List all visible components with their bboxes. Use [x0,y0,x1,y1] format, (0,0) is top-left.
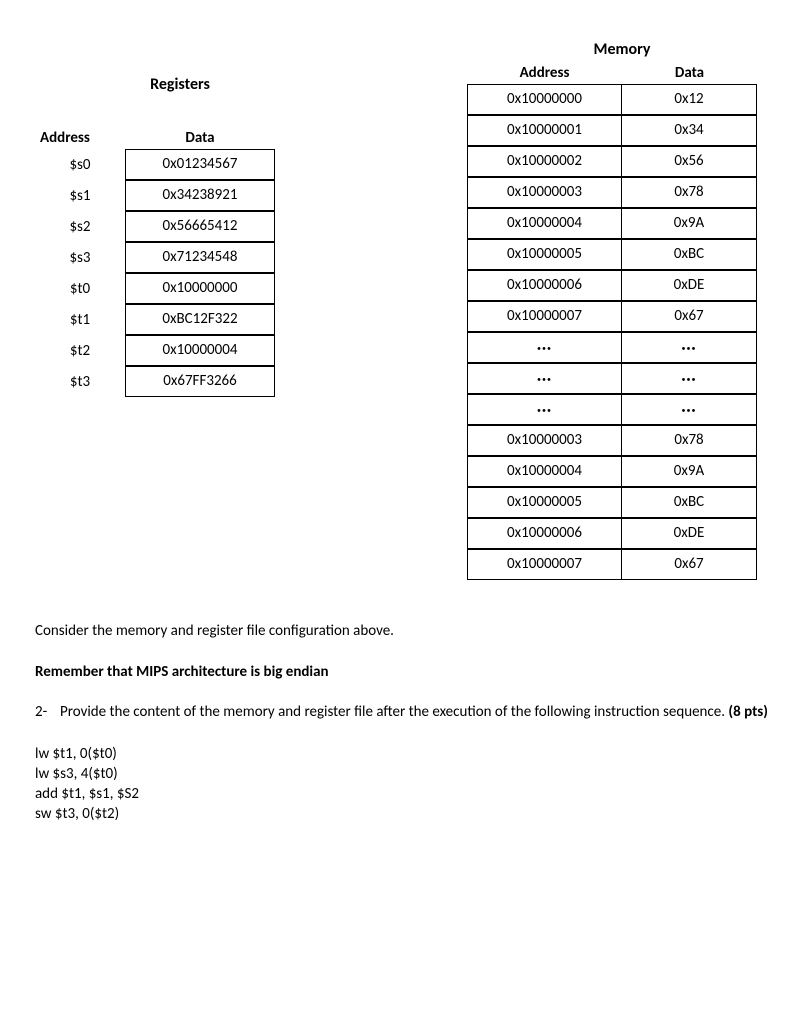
memory-data: 0x56 [622,146,757,177]
memory-address: 0x10000005 [467,487,622,518]
register-data: 0x10000000 [125,273,275,304]
endian-note: Remember that MIPS architecture is big e… [35,661,777,684]
register-data: 0x56665412 [125,211,275,242]
memory-address: 0x10000003 [467,177,622,208]
memory-row: 0x100000060xDE [467,518,777,549]
reg-header-address: Address [35,129,125,147]
memory-row: •••••• [467,394,777,425]
memory-row: 0x100000030x78 [467,177,777,208]
memory-address: 0x10000007 [467,301,622,332]
register-data: 0x01234567 [125,149,275,180]
reg-header-data: Data [125,129,275,147]
memory-row: 0x100000030x78 [467,425,777,456]
question-points: (8 pts) [728,703,768,721]
memory-address: 0x10000005 [467,239,622,270]
question-content: Provide the content of the memory and re… [60,701,777,724]
register-row: $s10x34238921 [35,180,295,211]
code-line: lw $t1, 0($t0) [35,744,777,764]
memory-data: 0x34 [622,115,757,146]
register-row: $s30x71234548 [35,242,295,273]
register-address: $s0 [35,156,125,174]
memory-data: 0xBC [622,487,757,518]
register-address: $s1 [35,187,125,205]
question-text: Provide the content of the memory and re… [60,703,728,721]
register-address: $t2 [35,342,125,360]
memory-data: 0x9A [622,208,757,239]
memory-data: 0x9A [622,456,757,487]
register-data: 0x10000004 [125,335,275,366]
code-block: lw $t1, 0($t0)lw $s3, 4($t0)add $t1, $s1… [35,744,777,825]
memory-address: ••• [467,394,622,425]
memory-data: ••• [622,394,757,425]
register-row: $t30x67FF3266 [35,366,295,397]
register-data: 0xBC12F322 [125,304,275,335]
memory-row: 0x100000050xBC [467,239,777,270]
memory-address: 0x10000004 [467,456,622,487]
memory-row: 0x100000070x67 [467,301,777,332]
register-data: 0x34238921 [125,180,275,211]
memory-table: 0x100000000x120x100000010x340x100000020x… [467,84,777,580]
code-line: sw $t3, 0($t2) [35,804,777,824]
memory-data: 0x67 [622,301,757,332]
memory-address: 0x10000006 [467,270,622,301]
memory-row: •••••• [467,363,777,394]
memory-row: 0x100000020x56 [467,146,777,177]
register-address: $t3 [35,373,125,391]
register-row: $s00x01234567 [35,149,295,180]
registers-table: $s00x01234567$s10x34238921$s20x56665412$… [35,149,295,397]
memory-row: •••••• [467,332,777,363]
memory-address: ••• [467,332,622,363]
memory-data: 0x78 [622,425,757,456]
memory-data: 0xBC [622,239,757,270]
memory-data: ••• [622,363,757,394]
memory-data: 0xDE [622,270,757,301]
memory-row: 0x100000010x34 [467,115,777,146]
code-line: lw $s3, 4($t0) [35,764,777,784]
registers-block: Registers Address Data $s00x01234567$s10… [35,75,295,397]
memory-block: Memory Address Data 0x100000000x120x1000… [467,40,777,580]
question-number: 2- [35,701,60,724]
mem-headers: Address Data [467,64,777,82]
memory-address: 0x10000004 [467,208,622,239]
memory-row: 0x100000040x9A [467,456,777,487]
memory-row: 0x100000060xDE [467,270,777,301]
memory-address: 0x10000002 [467,146,622,177]
memory-address: ••• [467,363,622,394]
code-line: add $t1, $s1, $S2 [35,784,777,804]
question-item: 2- Provide the content of the memory and… [35,701,777,724]
memory-data: 0x12 [622,84,757,115]
register-address: $t0 [35,280,125,298]
mem-header-address: Address [467,64,622,82]
memory-row: 0x100000070x67 [467,549,777,580]
register-address: $t1 [35,311,125,329]
memory-address: 0x10000006 [467,518,622,549]
register-row: $s20x56665412 [35,211,295,242]
register-data: 0x71234548 [125,242,275,273]
mem-header-data: Data [622,64,757,82]
memory-address: 0x10000001 [467,115,622,146]
memory-address: 0x10000000 [467,84,622,115]
memory-data: 0xDE [622,518,757,549]
register-data: 0x67FF3266 [125,366,275,397]
register-row: $t00x10000000 [35,273,295,304]
intro-text: Consider the memory and register file co… [35,620,777,643]
register-address: $s3 [35,249,125,267]
register-row: $t10xBC12F322 [35,304,295,335]
question-section: Consider the memory and register file co… [35,620,777,825]
memory-title: Memory [467,40,777,59]
reg-headers: Address Data [35,129,295,147]
memory-address: 0x10000007 [467,549,622,580]
registers-title: Registers [65,75,295,94]
memory-row: 0x100000050xBC [467,487,777,518]
memory-address: 0x10000003 [467,425,622,456]
memory-row: 0x100000000x12 [467,84,777,115]
memory-row: 0x100000040x9A [467,208,777,239]
memory-data: 0x67 [622,549,757,580]
register-address: $s2 [35,218,125,236]
memory-data: ••• [622,332,757,363]
top-section: Registers Address Data $s00x01234567$s10… [35,40,777,580]
register-row: $t20x10000004 [35,335,295,366]
memory-data: 0x78 [622,177,757,208]
